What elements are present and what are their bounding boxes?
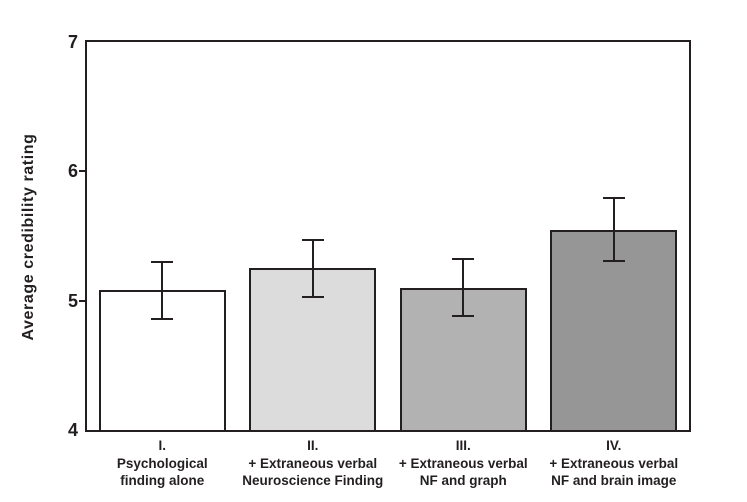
x-category-numeral: II. [307, 438, 319, 453]
y-tick-label: 4 [67, 420, 78, 440]
x-category-numeral: III. [455, 438, 471, 453]
error-bar-line [612, 198, 615, 261]
error-bar-cap-bottom [452, 315, 475, 318]
x-category-line: Psychological [116, 455, 208, 471]
error-bar-cap-bottom [151, 317, 174, 320]
error-bar-cap-top [301, 238, 324, 241]
x-category-line: finding alone [120, 473, 205, 488]
x-category-label: II. + Extraneous verbal Neuroscience Findi… [231, 437, 395, 490]
x-category-line: + Extraneous verbal [398, 455, 528, 471]
x-category-numeral: IV. [606, 438, 622, 453]
error-bar-line [311, 239, 314, 297]
error-bar-cap-top [602, 197, 625, 200]
plot-area [85, 40, 691, 432]
x-category-line: NF and graph [419, 473, 507, 488]
x-category-line: NF and brain image [551, 473, 677, 488]
x-category-line: + Extraneous verbal [248, 455, 378, 471]
x-category-label: III. + Extraneous verbal NF and graph [381, 437, 545, 490]
error-bar-cap-top [452, 258, 475, 261]
error-bar-cap-top [151, 260, 174, 263]
error-bar-cap-bottom [301, 295, 324, 298]
y-tick-mark [79, 299, 85, 302]
error-bar-line [462, 259, 465, 317]
x-category-line: + Extraneous verbal [549, 455, 679, 471]
y-tick-label: 6 [67, 161, 78, 182]
y-axis-title: Average credibility rating [20, 133, 37, 341]
y-tick-mark [79, 170, 85, 173]
x-category-line: Neuroscience Finding [242, 473, 384, 488]
x-category-label: I. Psychological finding alone [80, 437, 244, 490]
error-bar-cap-bottom [602, 259, 625, 262]
y-tick-label: 5 [67, 290, 78, 311]
error-bar-line [161, 261, 164, 319]
y-tick-label: 7 [67, 32, 78, 52]
x-category-label: IV. + Extraneous verbal NF and brain image [532, 437, 696, 490]
x-category-numeral: I. [158, 438, 166, 453]
